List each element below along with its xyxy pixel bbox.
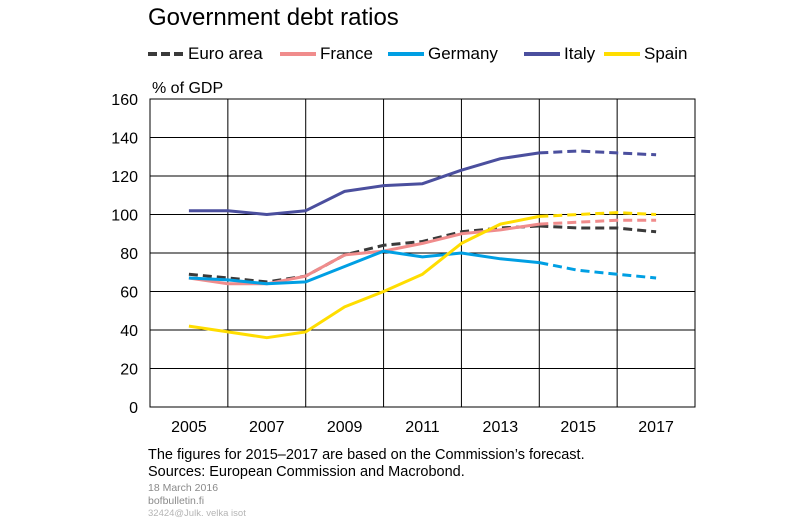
series-line-italy xyxy=(188,151,540,216)
plot-frame xyxy=(149,98,696,408)
series-line-germany xyxy=(188,249,540,286)
series-forecast-spain xyxy=(539,211,657,218)
chart-code: 32424@Julk. velka isot xyxy=(148,508,246,519)
chart-legend: Euro area France Germany Italy Spain xyxy=(148,42,798,66)
series-forecast-italy xyxy=(539,149,657,157)
forecast-note: The figures for 2015–2017 are based on t… xyxy=(148,447,585,463)
chart-axes: 0 20 40 60 80 100 120 140 160 2005 2007 2009 2011 201… xyxy=(111,92,696,436)
legend-label: Germany xyxy=(428,44,498,63)
x-tick-label: 2015 xyxy=(560,419,596,436)
y-tick-label: 0 xyxy=(129,400,138,417)
y-axis-unit-label: % of GDP xyxy=(152,80,224,97)
series-line-spain xyxy=(188,214,540,340)
legend-item-euro-area: Euro area xyxy=(148,42,263,66)
y-tick-label: 160 xyxy=(111,92,138,109)
x-tick-label: 2009 xyxy=(327,419,363,436)
series-line-france xyxy=(188,222,540,286)
legend-item-germany: Germany xyxy=(388,42,498,66)
x-tick-label: 2007 xyxy=(249,419,285,436)
sources-note: Sources: European Commission and Macrobo… xyxy=(148,464,465,480)
series-forecast-euro-area xyxy=(539,224,657,234)
y-tick-label: 40 xyxy=(120,323,138,340)
chart-title: Government debt ratios xyxy=(148,4,399,31)
legend-label: Italy xyxy=(564,44,596,63)
y-tick-label: 20 xyxy=(120,362,138,379)
legend-label: France xyxy=(320,44,373,63)
legend-item-spain: Spain xyxy=(604,42,687,66)
chart-grid xyxy=(150,98,695,408)
site-name: bofbulletin.fi xyxy=(148,495,205,507)
publication-date: 18 March 2016 xyxy=(148,482,219,494)
series-line-euro-area xyxy=(188,224,540,284)
legend-item-italy: Italy xyxy=(524,42,595,66)
legend-swatch-germany xyxy=(388,52,424,56)
y-tick-label: 120 xyxy=(111,169,138,186)
y-tick-label: 100 xyxy=(111,208,138,225)
x-tick-label: 2013 xyxy=(483,419,519,436)
y-tick-label: 80 xyxy=(120,246,138,263)
chart-series xyxy=(188,149,657,340)
legend-item-france: France xyxy=(280,42,373,66)
series-forecast-germany xyxy=(539,261,657,280)
legend-label: Spain xyxy=(644,44,688,63)
y-tick-label: 60 xyxy=(120,285,138,302)
x-tick-label: 2005 xyxy=(171,419,207,436)
x-tick-label: 2017 xyxy=(638,419,674,436)
legend-swatch-france xyxy=(280,52,316,56)
legend-swatch-euro-area xyxy=(148,52,184,56)
legend-swatch-italy xyxy=(524,52,560,56)
legend-label: Euro area xyxy=(188,44,263,63)
legend-swatch-spain xyxy=(604,52,640,56)
series-forecast-france xyxy=(539,218,657,226)
y-tick-label: 140 xyxy=(111,131,138,148)
x-tick-label: 2011 xyxy=(405,419,440,436)
